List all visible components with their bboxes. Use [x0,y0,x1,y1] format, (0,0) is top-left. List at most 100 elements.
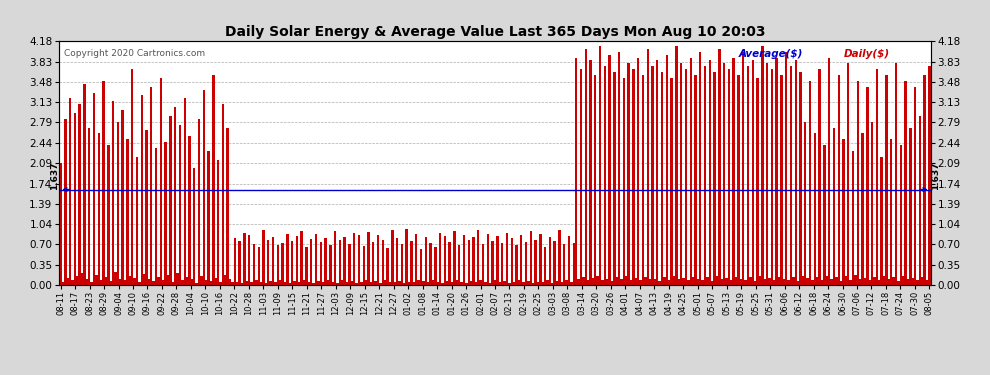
Bar [902,276,904,285]
Bar [548,237,551,285]
Bar [66,278,69,285]
Bar [859,279,861,285]
Bar [728,69,730,285]
Bar [565,280,568,285]
Bar [501,243,503,285]
Bar [795,60,797,285]
Bar [895,63,897,285]
Bar [697,279,699,285]
Bar [171,282,174,285]
Bar [198,119,200,285]
Bar [919,116,921,285]
Bar [477,230,479,285]
Bar [921,277,924,285]
Bar [506,232,508,285]
Bar [770,69,773,285]
Bar [64,119,66,285]
Bar [334,231,337,285]
Bar [716,276,718,285]
Bar [633,69,635,285]
Bar [83,84,86,285]
Bar [176,273,179,285]
Bar [139,282,141,285]
Bar [241,283,244,285]
Bar [71,280,73,285]
Bar [462,235,465,285]
Bar [730,280,733,285]
Bar [475,282,477,285]
Bar [518,280,520,285]
Bar [134,278,136,285]
Bar [851,151,854,285]
Bar [630,280,633,285]
Bar [802,276,804,285]
Bar [102,81,105,285]
Text: 1.637: 1.637 [50,161,59,189]
Bar [680,63,682,285]
Bar [470,281,472,285]
Bar [555,281,558,285]
Bar [450,282,453,285]
Bar [863,278,866,285]
Bar [790,66,792,285]
Bar [479,280,482,285]
Bar [391,230,394,285]
Bar [537,282,540,285]
Bar [553,241,555,285]
Bar [491,241,494,285]
Bar [212,75,215,285]
Bar [687,280,689,285]
Bar [353,233,355,285]
Bar [665,55,668,285]
Bar [174,107,176,285]
Bar [260,282,262,285]
Bar [446,281,448,285]
Bar [778,277,780,285]
Bar [811,280,814,285]
Bar [733,58,735,285]
Bar [523,282,525,285]
Bar [210,281,212,285]
Bar [425,237,427,285]
Bar [584,49,587,285]
Bar [279,280,281,285]
Bar [95,274,98,285]
Bar [465,283,467,285]
Bar [322,282,325,285]
Bar [888,279,890,285]
Bar [191,279,193,285]
Bar [105,277,107,285]
Bar [377,235,379,285]
Bar [740,279,742,285]
Bar [628,63,630,285]
Bar [721,279,723,285]
Bar [244,232,246,285]
Bar [222,104,224,285]
Bar [205,280,207,285]
Bar [460,282,462,285]
Bar [131,69,134,285]
Bar [494,280,496,285]
Bar [640,280,642,285]
Bar [127,139,129,285]
Bar [403,283,406,285]
Bar [909,128,912,285]
Bar [301,231,303,285]
Bar [448,242,450,285]
Bar [826,276,828,285]
Bar [394,282,396,285]
Bar [828,58,831,285]
Bar [220,282,222,285]
Bar [714,72,716,285]
Bar [775,58,778,285]
Bar [257,247,260,285]
Bar [339,240,341,285]
Text: 1.637: 1.637 [931,161,940,189]
Bar [890,139,892,285]
Bar [668,280,670,285]
Bar [528,281,530,285]
Bar [362,246,365,285]
Bar [472,237,475,285]
Bar [455,280,458,285]
Bar [592,278,594,285]
